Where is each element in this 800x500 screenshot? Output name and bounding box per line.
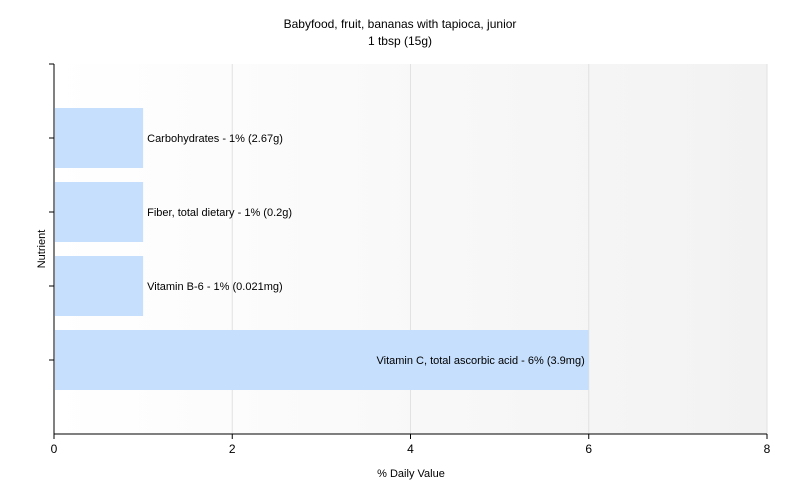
bar: [55, 256, 144, 316]
bar: [55, 108, 144, 168]
x-tick-label: 0: [51, 442, 58, 456]
bar: [55, 182, 144, 242]
axes: 0 2 4 6 8: [49, 63, 771, 456]
x-tick-label: 2: [229, 442, 236, 456]
bar-labels: Carbohydrates - 1% (2.67g) Fiber, total d…: [147, 133, 585, 367]
bar-data-label: Vitamin C, total ascorbic acid - 6% (3.9…: [376, 355, 584, 367]
bar: [55, 330, 589, 390]
y-axis-label: Nutrient: [36, 230, 48, 269]
bar-data-label: Fiber, total dietary - 1% (0.2g): [147, 207, 292, 219]
bar-data-label: Vitamin B-6 - 1% (0.021mg): [147, 281, 283, 293]
x-axis-label: % Daily Value: [377, 468, 445, 480]
bars: [55, 108, 589, 390]
chart-title: Babyfood, fruit, bananas with tapioca, j…: [284, 17, 517, 31]
x-tick-label: 6: [585, 442, 592, 456]
chart-subtitle: 1 tbsp (15g): [368, 34, 432, 48]
x-tick-label: 4: [407, 442, 414, 456]
x-tick-label: 8: [764, 442, 771, 456]
bar-data-label: Carbohydrates - 1% (2.67g): [147, 133, 283, 145]
